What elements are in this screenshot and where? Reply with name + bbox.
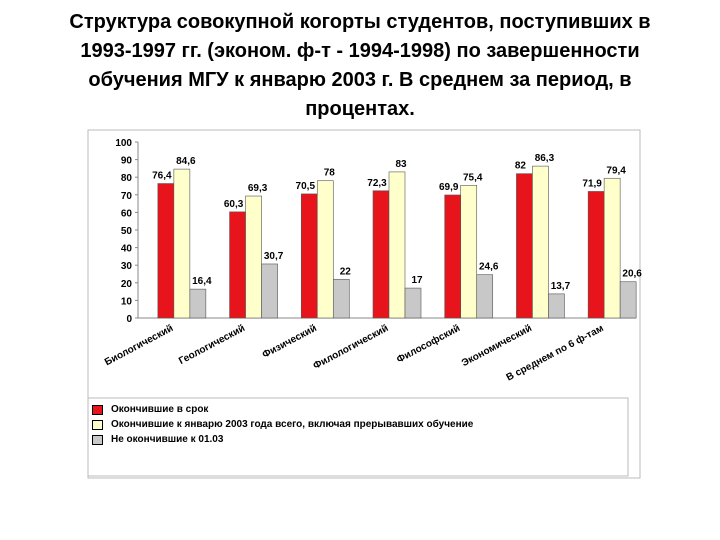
legend-swatch — [92, 435, 103, 445]
value-label: 17 — [411, 275, 423, 286]
legend-swatch — [92, 405, 103, 415]
bar — [404, 287, 422, 319]
bar — [372, 190, 390, 319]
legend: Окончившие в срок Окончившие к январю 200… — [92, 404, 626, 449]
legend-label: Окончившие к январю 2003 года всего, вкл… — [111, 419, 474, 430]
y-tick-label: 50 — [121, 226, 133, 237]
legend-label: Окончившие в срок — [111, 404, 209, 415]
bar — [245, 195, 262, 319]
y-tick-label: 10 — [121, 296, 133, 307]
value-label: 71,9 — [582, 178, 602, 189]
legend-item: Окончившие в срок — [92, 404, 626, 415]
bar — [229, 211, 246, 319]
chart-title: Структура совокупной когорты студентов, … — [69, 11, 651, 120]
y-tick-label: 80 — [121, 173, 133, 184]
legend-item: Не окончившие к 01.03 — [92, 434, 626, 445]
bar — [444, 194, 462, 319]
bar — [316, 180, 334, 319]
bar — [300, 193, 318, 319]
bar — [189, 288, 207, 319]
legend-frame — [87, 397, 629, 477]
value-label: 79,4 — [606, 165, 626, 176]
bar — [619, 281, 637, 319]
bar — [332, 278, 350, 319]
bar — [603, 177, 621, 319]
y-tick-label: 70 — [121, 191, 133, 202]
value-label: 20,6 — [622, 269, 642, 280]
y-tick-label: 0 — [126, 314, 132, 325]
bar — [157, 183, 175, 319]
legend-swatch — [92, 420, 103, 430]
value-label: 30,7 — [264, 251, 284, 262]
value-label: 75,4 — [463, 172, 483, 183]
value-label: 86,3 — [535, 153, 555, 164]
value-label: 84,6 — [176, 156, 196, 167]
value-label: 72,3 — [367, 178, 387, 189]
value-label: 60,3 — [224, 199, 244, 210]
bar — [532, 165, 549, 319]
legend-label: Не окончившие к 01.03 — [111, 434, 224, 445]
value-label: 70,5 — [296, 181, 316, 192]
legend-item: Окончившие к январю 2003 года всего, вкл… — [92, 419, 626, 430]
value-label: 69,9 — [439, 182, 459, 193]
value-label: 78 — [324, 168, 336, 179]
value-label: 22 — [340, 266, 352, 277]
bar — [548, 293, 565, 319]
bar — [587, 191, 605, 319]
value-label: 13,7 — [551, 281, 571, 292]
value-label: 83 — [395, 159, 407, 170]
y-tick-label: 30 — [121, 261, 133, 272]
value-label: 69,3 — [248, 183, 268, 194]
y-tick-label: 100 — [115, 138, 132, 149]
bar — [261, 263, 278, 319]
value-label: 24,6 — [479, 262, 499, 273]
bar — [516, 173, 533, 319]
y-tick-label: 90 — [121, 156, 133, 167]
bar — [388, 171, 406, 319]
bar — [173, 168, 191, 319]
bar — [460, 184, 478, 319]
value-label: 76,4 — [152, 171, 172, 182]
y-tick-label: 60 — [121, 208, 133, 219]
y-tick-label: 20 — [121, 279, 133, 290]
y-tick-label: 40 — [121, 244, 133, 255]
value-label: 16,4 — [192, 276, 212, 287]
bar — [476, 274, 494, 319]
value-label: 82 — [515, 161, 527, 172]
